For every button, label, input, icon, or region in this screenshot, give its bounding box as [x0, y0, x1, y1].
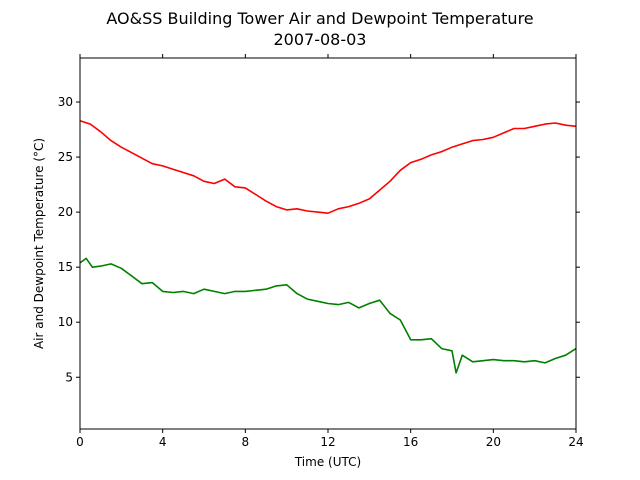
y-tick-label: 15 — [58, 260, 73, 274]
y-axis: 5 10 15 20 25 30 — [58, 95, 580, 384]
y-tick-label: 5 — [65, 370, 73, 384]
x-axis-label: Time (UTC) — [294, 455, 361, 469]
chart-subtitle: 2007-08-03 — [274, 30, 367, 49]
x-axis: 0 4 8 12 16 20 24 — [76, 54, 584, 449]
y-tick-label: 10 — [58, 315, 73, 329]
y-tick-label: 25 — [58, 150, 73, 164]
x-tick-label: 24 — [568, 435, 583, 449]
series-layer — [79, 120, 577, 374]
x-tick-label: 16 — [403, 435, 418, 449]
x-tick-label: 20 — [486, 435, 501, 449]
chart-title: AO&SS Building Tower Air and Dewpoint Te… — [106, 9, 533, 28]
y-axis-label: Air and Dewpoint Temperature (°C) — [32, 138, 46, 349]
y-tick-label: 20 — [58, 205, 73, 219]
series-line-0 — [79, 120, 577, 214]
y-tick-label: 30 — [58, 95, 73, 109]
plot-frame — [79, 57, 577, 430]
x-tick-label: 12 — [320, 435, 335, 449]
x-tick-label: 4 — [159, 435, 167, 449]
x-tick-label: 8 — [242, 435, 250, 449]
x-tick-label: 0 — [76, 435, 84, 449]
series-line-1 — [79, 257, 577, 374]
